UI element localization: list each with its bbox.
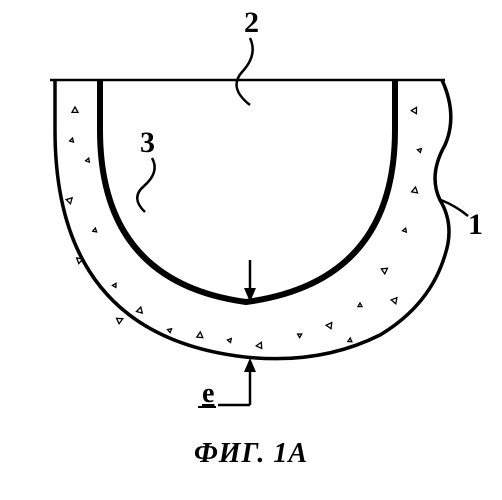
figure-caption: ФИГ. 1A [0, 438, 502, 470]
speckle [381, 266, 389, 274]
label-3: 3 [140, 126, 155, 159]
speckle [348, 338, 352, 342]
dim-e-bottom-arrow [244, 358, 256, 372]
inner-liner [100, 80, 395, 302]
speckle [197, 332, 203, 338]
speckle [403, 227, 408, 232]
speckle [227, 337, 232, 342]
speckle [411, 106, 419, 114]
speckle [66, 196, 74, 204]
speckle [391, 296, 399, 304]
leader-3 [137, 158, 154, 212]
speckle [417, 147, 422, 152]
speckle [93, 228, 98, 232]
speckle [412, 187, 419, 193]
speckle [256, 341, 264, 348]
label-e: e [202, 378, 214, 409]
speckle [112, 282, 117, 287]
label-1: 1 [468, 208, 483, 241]
outer-right-wobble [245, 80, 451, 359]
leader-2 [237, 38, 253, 105]
speckle [72, 107, 78, 112]
speckle [358, 303, 362, 307]
speckle [326, 321, 334, 329]
speckle [86, 157, 91, 162]
speckle [70, 138, 75, 143]
speckle [167, 327, 172, 332]
outer-left-bottom [55, 80, 245, 357]
figure-diagram: 2 3 1 e [0, 0, 502, 440]
speckle [298, 332, 303, 337]
speckle [117, 316, 124, 324]
label-2: 2 [244, 6, 259, 39]
speckle [136, 306, 143, 313]
